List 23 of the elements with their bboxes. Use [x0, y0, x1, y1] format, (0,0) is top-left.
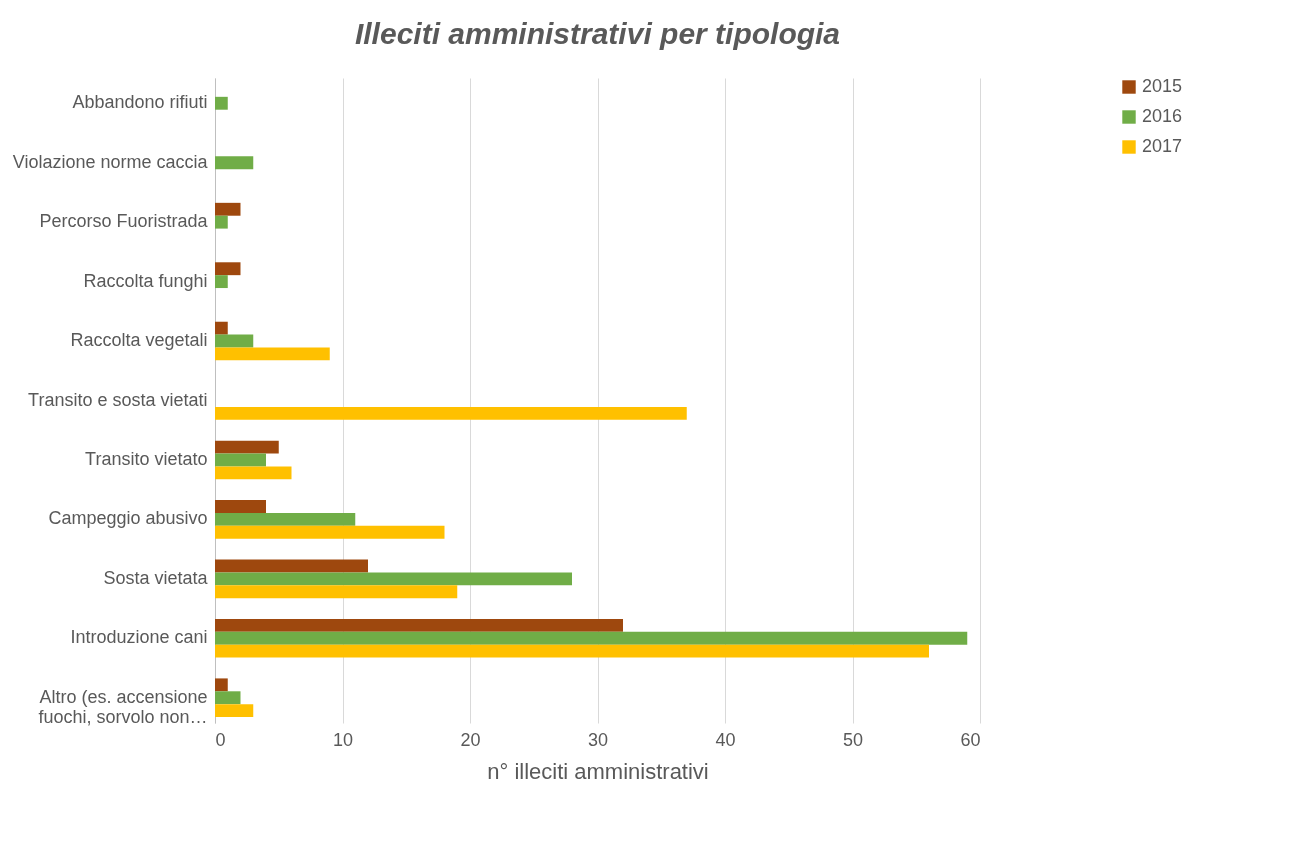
x-tick-label: 0: [215, 729, 226, 750]
y-tick-label: Abbandono rifiuti: [72, 92, 208, 113]
y-tick-label: Raccolta vegetali: [70, 330, 208, 351]
x-axis-title: n° illeciti amministrativi: [487, 758, 709, 784]
y-tick-label: Violazione norme caccia: [12, 151, 209, 172]
legend-label: 2017: [1142, 136, 1183, 156]
chart-title: Illeciti amministrativi per tipologia: [354, 17, 841, 50]
x-tick-label: 40: [715, 729, 736, 750]
legend-label: 2015: [1142, 76, 1183, 96]
x-tick-label: 10: [332, 729, 354, 750]
legend-label: 2016: [1142, 106, 1183, 126]
y-tick-label: Introduzione cani: [70, 627, 208, 648]
y-tick-label: Altro (es. accensione fuochi, sorvolo non…: [38, 686, 208, 727]
x-tick-label: 30: [587, 729, 609, 750]
x-tick-label: 60: [960, 729, 981, 750]
x-tick-label: 20: [460, 729, 481, 750]
y-tick-label: Percorso Fuoristrada: [39, 211, 209, 232]
y-tick-label: Transito vietato: [85, 448, 208, 469]
y-tick-label: Transito e sosta vietati: [28, 389, 208, 410]
y-tick-label: Raccolta funghi: [83, 270, 208, 291]
y-tick-label: Campeggio abusivo: [48, 508, 208, 529]
x-tick-label: 50: [842, 729, 864, 750]
y-tick-label: Sosta vietata: [103, 567, 209, 588]
